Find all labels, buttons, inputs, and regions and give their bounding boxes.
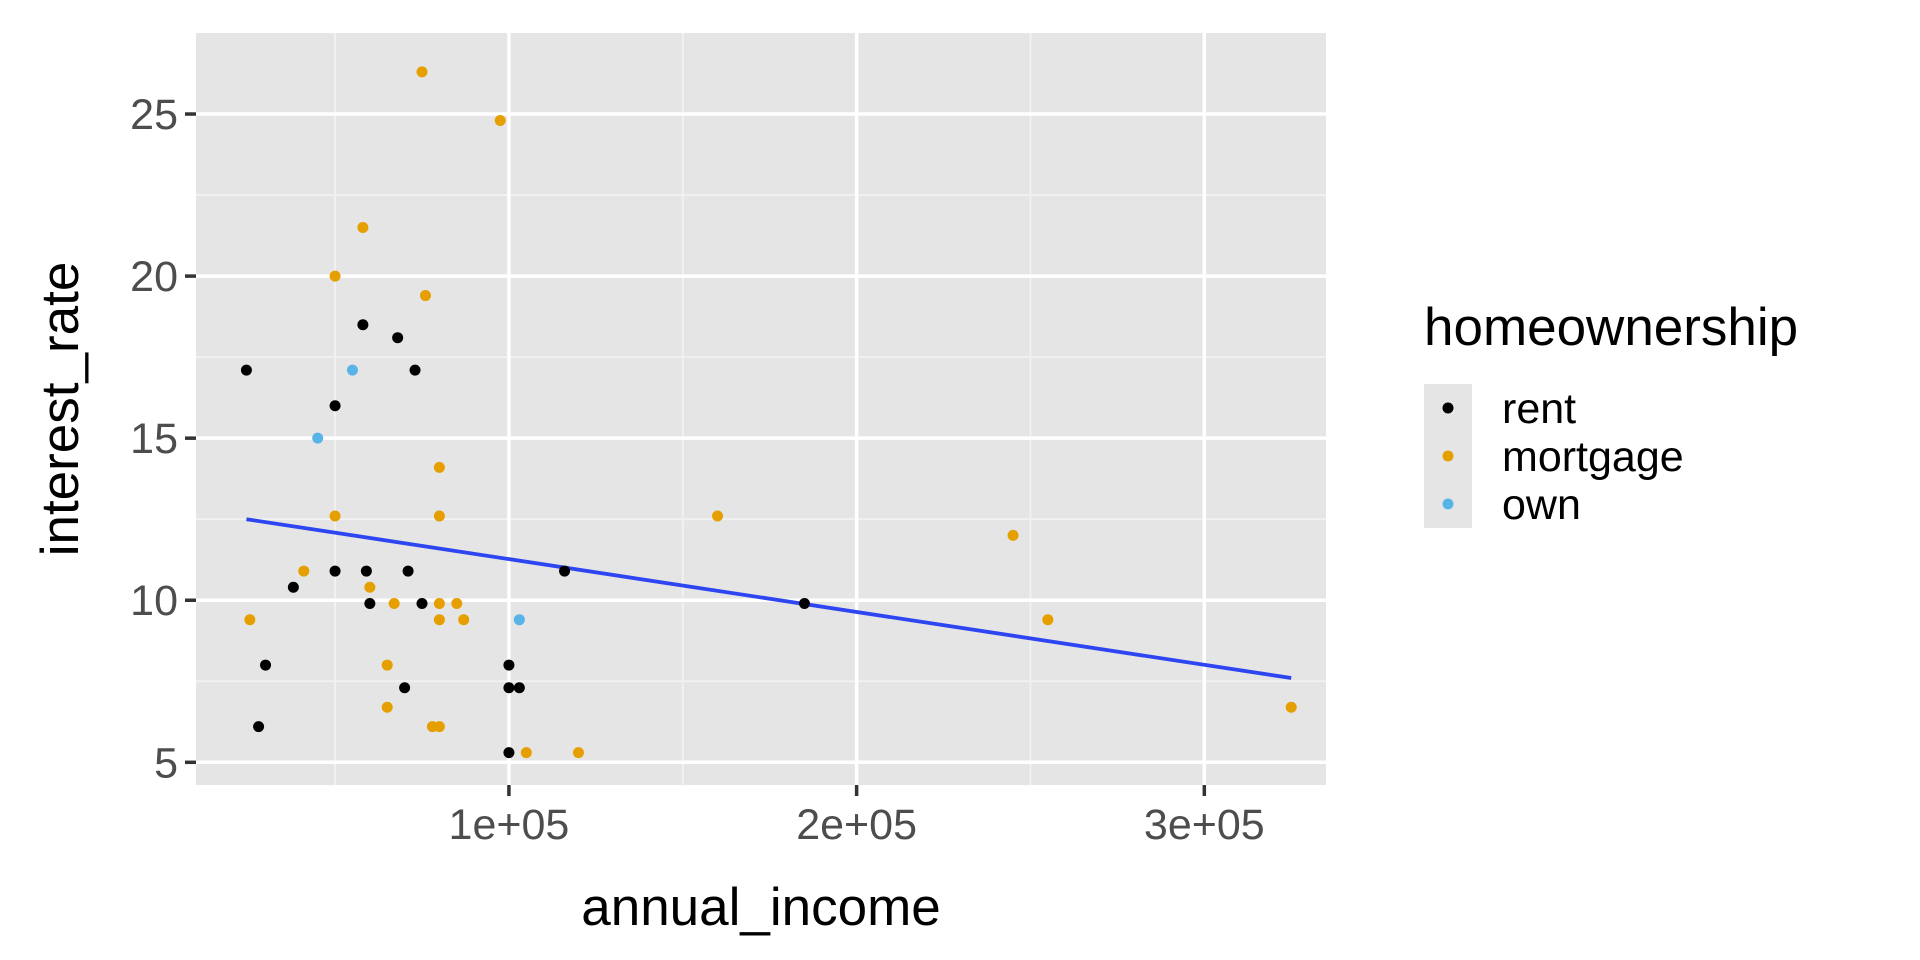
data-point-rent: [240, 364, 252, 376]
data-point-rent: [253, 721, 265, 733]
trend-layer: [246, 517, 1292, 680]
legend-label-own: own: [1502, 481, 1581, 529]
data-point-mortgage: [416, 66, 428, 78]
x-axis-title: annual_income: [581, 878, 940, 937]
data-point-rent: [416, 597, 428, 609]
data-point-rent: [409, 364, 421, 376]
data-point-mortgage: [244, 614, 256, 626]
data-point-mortgage: [419, 290, 431, 302]
trend-line: [246, 517, 1292, 680]
data-point-mortgage: [298, 565, 310, 577]
y-tick-label: 5: [154, 739, 178, 787]
y-tick-label: 15: [130, 415, 178, 463]
y-tick-label: 10: [130, 577, 178, 625]
data-point-mortgage: [381, 701, 393, 713]
data-point-rent: [503, 682, 515, 694]
data-point-own: [312, 432, 324, 444]
data-point-mortgage: [433, 461, 445, 473]
y-tick-label: 25: [130, 91, 178, 139]
data-point-rent: [503, 659, 515, 671]
data-point-mortgage: [388, 597, 400, 609]
data-point-rent: [260, 659, 272, 671]
data-point-own: [513, 614, 525, 626]
data-point-mortgage: [433, 510, 445, 522]
data-point-rent: [399, 682, 411, 694]
data-point-mortgage: [329, 510, 341, 522]
data-point-mortgage: [329, 270, 341, 282]
data-points: [240, 66, 1297, 759]
data-point-mortgage: [433, 721, 445, 733]
data-point-rent: [287, 581, 299, 593]
legend-key-own: [1442, 498, 1454, 510]
data-point-mortgage: [494, 115, 506, 127]
data-point-mortgage: [1007, 529, 1019, 541]
data-point-mortgage: [712, 510, 724, 522]
data-point-rent: [513, 682, 525, 694]
data-point-rent: [503, 747, 515, 759]
data-point-mortgage: [1042, 614, 1054, 626]
x-tick-label: 2e+05: [796, 801, 917, 849]
legend-label-rent: rent: [1502, 385, 1576, 433]
data-point-mortgage: [451, 597, 463, 609]
x-tick-label: 1e+05: [449, 801, 570, 849]
data-point-mortgage: [520, 747, 532, 759]
legend-key-mortgage: [1442, 450, 1454, 462]
data-point-mortgage: [433, 597, 445, 609]
data-point-rent: [798, 597, 810, 609]
data-point-rent: [364, 597, 376, 609]
data-point-rent: [357, 319, 369, 331]
legend-title: homeownership: [1424, 298, 1798, 357]
legend-key-rent: [1442, 402, 1454, 414]
legend-label-mortgage: mortgage: [1502, 433, 1684, 481]
data-point-mortgage: [381, 659, 393, 671]
data-point-mortgage: [433, 614, 445, 626]
plot-panel: [196, 33, 1326, 785]
data-point-rent: [392, 332, 404, 344]
data-point-mortgage: [1285, 701, 1297, 713]
data-point-rent: [559, 565, 571, 577]
x-tick-label: 3e+05: [1144, 801, 1265, 849]
data-point-rent: [402, 565, 414, 577]
data-point-rent: [329, 400, 341, 412]
data-point-mortgage: [572, 747, 584, 759]
data-point-rent: [360, 565, 372, 577]
y-tick-label: 20: [130, 253, 178, 301]
data-point-mortgage: [458, 614, 470, 626]
y-axis-title: interest_rate: [31, 262, 90, 557]
axes: 1e+05 2e+05 3e+05 5 10 15 20 25: [130, 91, 1265, 849]
data-point-rent: [329, 565, 341, 577]
data-point-own: [346, 364, 358, 376]
data-point-mortgage: [357, 221, 369, 233]
grid-lines: [196, 33, 1326, 785]
data-point-mortgage: [364, 581, 376, 593]
